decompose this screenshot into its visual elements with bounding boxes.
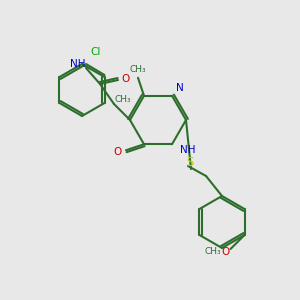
Text: NH: NH bbox=[70, 59, 86, 69]
Text: Cl: Cl bbox=[91, 47, 101, 57]
Text: O: O bbox=[221, 247, 230, 257]
Text: NH: NH bbox=[180, 145, 196, 155]
Text: N: N bbox=[176, 83, 184, 93]
Text: O: O bbox=[114, 147, 122, 157]
Text: CH₃: CH₃ bbox=[130, 65, 146, 74]
Text: S: S bbox=[186, 157, 194, 169]
Text: O: O bbox=[122, 74, 130, 84]
Text: CH₃: CH₃ bbox=[204, 248, 221, 256]
Text: CH₃: CH₃ bbox=[114, 94, 131, 103]
